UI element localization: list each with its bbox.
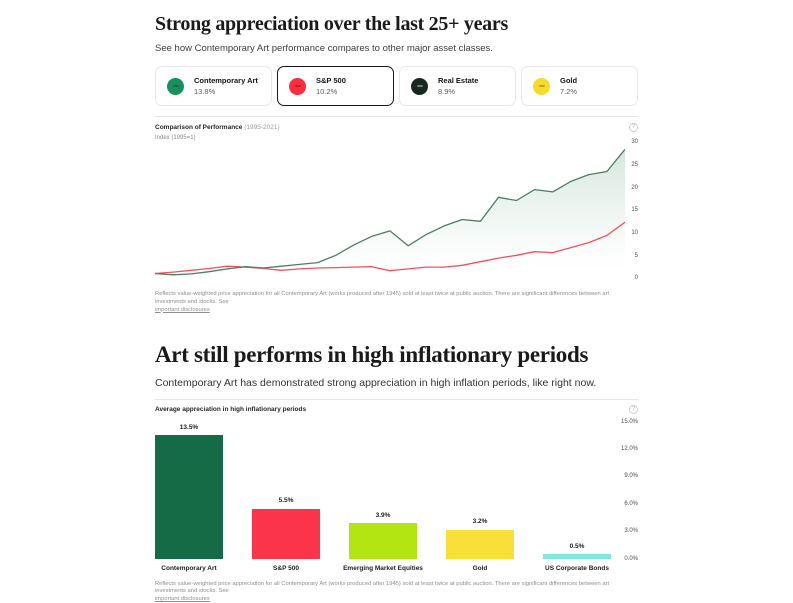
asset-cards-row: Contemporary Art 13.8% S&P 500 10.2% Rea… [155, 66, 638, 107]
asset-name: Real Estate [438, 76, 479, 86]
bar-category-label: Contemporary Art [161, 564, 217, 572]
y-axis-tick: 12.0% [620, 446, 638, 453]
section2-subtitle: Contemporary Art has demonstrated strong… [155, 376, 597, 389]
bar-value-label: 5.5% [278, 497, 294, 504]
bar-value-label: 0.5% [569, 542, 585, 550]
section1-subtitle: See how Contemporary Art performance com… [155, 43, 493, 54]
area-fill [155, 149, 625, 279]
line-chart-ylabel: Index (1995=1) [155, 135, 196, 142]
bars-row: 13.5% 5.5% 3.9% 3.2% 0.5% [155, 422, 611, 559]
section2-title: Art still performs in high inflationary … [155, 342, 589, 368]
asset-card[interactable]: Contemporary Art 13.8% [155, 66, 272, 107]
disclaimer: Reflects value-weighted price appreciati… [155, 291, 638, 314]
bar-group: 13.5% [155, 422, 223, 559]
y-axis-tick: 15 [631, 207, 638, 214]
contemporary-art-line [155, 149, 625, 276]
asset-name: S&P 500 [316, 76, 346, 86]
bar-chart-header: Average appreciation in high inflationar… [155, 404, 638, 414]
line-chart-title: Comparison of Performance (1995-2021) [155, 124, 280, 132]
asset-return: 13.8% [194, 87, 216, 97]
asset-return: 8.9% [438, 87, 456, 97]
divider [155, 116, 638, 118]
y-axis-tick: 25 [631, 162, 638, 169]
bar [252, 508, 320, 559]
bar-category-label: S&P 500 [273, 564, 299, 572]
line-chart: 30 25 20 15 10 5 0 [155, 139, 638, 282]
asset-return: 7.2% [560, 87, 578, 97]
bar [349, 523, 417, 559]
asset-card[interactable]: S&P 500 10.2% [277, 66, 394, 107]
bar-category-label: Emerging Market Equities [343, 564, 423, 572]
asset-card[interactable]: Gold 7.2% [521, 66, 638, 107]
asset-toggle-icon [289, 77, 306, 95]
s-p-500-line [155, 222, 625, 275]
asset-toggle-icon [533, 77, 550, 95]
bar-group: 5.5% [252, 422, 320, 559]
bar [155, 435, 223, 559]
important-disclosures-link[interactable]: important disclosures [155, 306, 210, 313]
important-disclosures-link[interactable]: important disclosures [155, 595, 210, 602]
bar [543, 554, 611, 559]
y-axis-tick: 15.0% [620, 418, 638, 425]
y-axis-tick: 10 [631, 230, 638, 237]
line-chart-date-range: (1995-2021) [244, 124, 280, 132]
disclaimer-text: Reflects value-weighted price appreciati… [155, 580, 610, 595]
info-icon[interactable]: ? [629, 404, 638, 414]
y-axis-tick: 6.0% [624, 500, 638, 507]
bar-chart: 13.5% 5.5% 3.9% 3.2% 0.5% 15.0% 12.0% 9.0% 6.0%… [155, 418, 638, 572]
content-column: Strong appreciation over the last 25+ ye… [155, 0, 638, 603]
section1-title: Strong appreciation over the last 25+ ye… [155, 13, 508, 35]
bar-chart-yticks: 15.0% 12.0% 9.0% 6.0% 3.0% 0.0% [612, 418, 638, 562]
bar [446, 529, 514, 559]
asset-toggle-icon [411, 77, 428, 95]
line-chart-header: Comparison of Performance (1995-2021) ? [155, 123, 638, 133]
bar-category-label: Gold [472, 564, 488, 572]
bar-group: 0.5% [543, 422, 611, 559]
bar-chart-title: Average appreciation in high inflationar… [155, 405, 307, 413]
divider [155, 398, 638, 400]
y-axis-tick: 0.0% [624, 555, 638, 562]
line-chart-svg [155, 149, 625, 279]
bar-categories-row: Contemporary Art S&P 500 Emerging Market E… [155, 565, 611, 572]
y-axis-tick: 30 [631, 139, 638, 146]
y-axis-tick: 9.0% [624, 473, 638, 480]
disclaimer-text: Reflects value-weighted price appreciati… [155, 291, 610, 305]
bar-value-label: 3.9% [375, 511, 391, 519]
asset-name: Gold [560, 76, 578, 86]
bar-group: 3.2% [446, 422, 514, 559]
y-axis-tick: 5 [634, 252, 638, 259]
y-axis-tick: 20 [631, 184, 638, 191]
bar-category-label: US Corporate Bonds [545, 564, 609, 572]
y-axis-tick: 3.0% [624, 528, 638, 535]
asset-name: Contemporary Art [194, 76, 258, 86]
bar-value-label: 3.2% [472, 518, 488, 525]
bar-group: 3.9% [349, 422, 417, 559]
asset-toggle-icon [167, 77, 184, 95]
asset-card[interactable]: Real Estate 8.9% [399, 66, 516, 107]
info-icon[interactable]: ? [629, 123, 638, 133]
line-chart-yticks: 30 25 20 15 10 5 0 [620, 139, 638, 282]
y-axis-tick: 0 [634, 275, 638, 282]
asset-return: 10.2% [316, 87, 338, 97]
disclaimer: Reflects value-weighted price appreciati… [155, 581, 638, 603]
bar-value-label: 13.5% [179, 423, 199, 431]
